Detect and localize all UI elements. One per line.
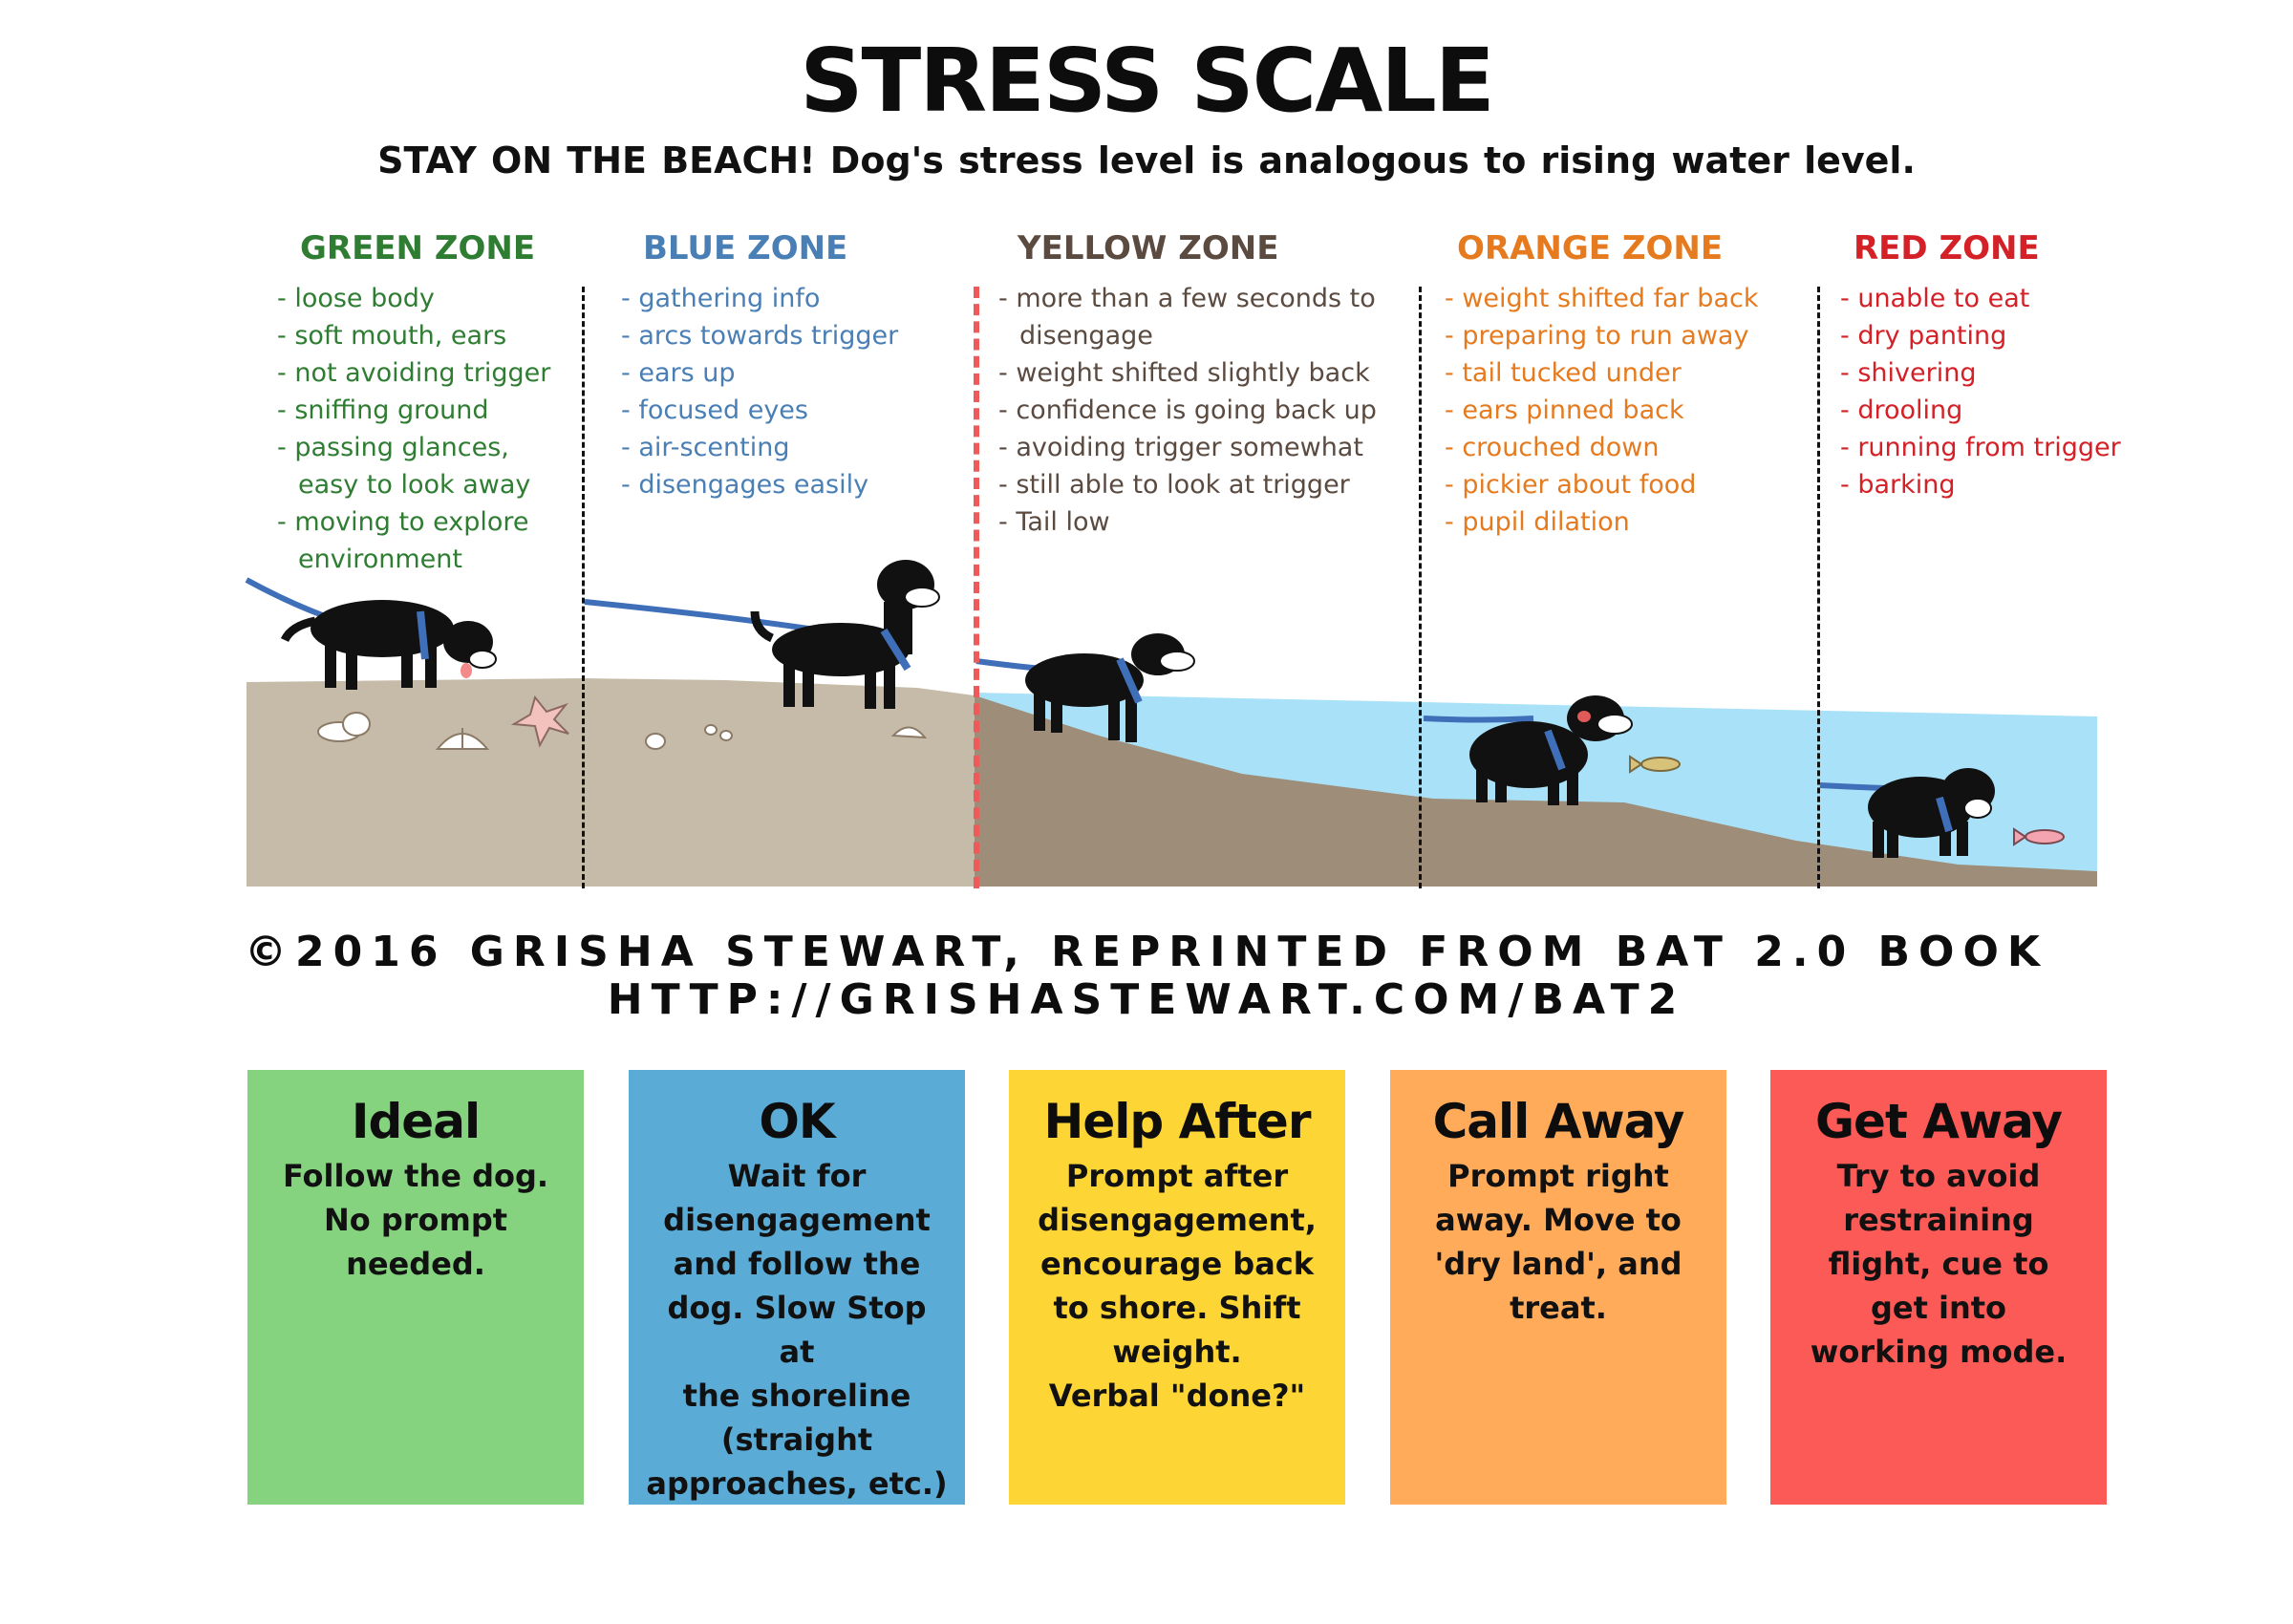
list-item: loose body xyxy=(277,280,573,317)
card-call-away: Call Away Prompt right away. Move to 'dr… xyxy=(1390,1070,1726,1505)
card-title: OK xyxy=(759,1094,835,1149)
list-item: shivering xyxy=(1840,354,2165,392)
list-item: pickier about food xyxy=(1445,466,1808,503)
fish-icon-red xyxy=(2013,827,2065,846)
card-ideal: Ideal Follow the dog. No prompt needed. xyxy=(247,1070,584,1505)
page-title: STRESS SCALE xyxy=(800,30,1495,132)
zone-title-green: GREEN ZONE xyxy=(300,229,536,267)
dog-icon-orange xyxy=(1469,695,1633,805)
dog-icon-green xyxy=(280,600,497,690)
zone-title-orange: ORANGE ZONE xyxy=(1457,229,1724,267)
card-title: Get Away xyxy=(1815,1094,2063,1149)
list-item: confidence is going back up xyxy=(998,392,1409,429)
divider-green-blue xyxy=(582,287,585,888)
list-item: weight shifted far back xyxy=(1445,280,1808,317)
list-item: preparing to run away xyxy=(1445,317,1808,354)
list-item: ears up xyxy=(621,354,946,392)
list-item: dry panting xyxy=(1840,317,2165,354)
zone-title-red: RED ZONE xyxy=(1854,229,2040,267)
divider-yellow-orange xyxy=(1419,287,1422,888)
list-item: barking xyxy=(1840,466,2165,503)
card-help-after: Help After Prompt after disengagement, e… xyxy=(1009,1070,1345,1505)
list-item: running from trigger xyxy=(1840,429,2165,466)
sand-light-area xyxy=(246,678,975,887)
list-item: drooling xyxy=(1840,392,2165,429)
pebbles-icon xyxy=(645,724,928,750)
card-text: Try to avoid restraining flight, cue to … xyxy=(1810,1157,2068,1370)
list-item: arcs towards trigger xyxy=(621,317,946,354)
leash-orange xyxy=(1423,716,1534,723)
sand-dark-area xyxy=(975,695,2097,887)
credit-url: HTTP://GRISHASTEWART.COM/BAT2 xyxy=(607,975,1686,1024)
list-item: passing glances, easy to look away xyxy=(277,429,573,503)
card-text: Prompt after disengagement, encourage ba… xyxy=(1038,1157,1317,1414)
list-item: weight shifted slightly back xyxy=(998,354,1409,392)
card-title: Ideal xyxy=(351,1094,481,1149)
list-item: disengages easily xyxy=(621,466,946,503)
list-item: ears pinned back xyxy=(1445,392,1808,429)
card-title: Call Away xyxy=(1432,1094,1685,1149)
card-get-away: Get Away Try to avoid restraining flight… xyxy=(1770,1070,2107,1505)
page-subtitle: STAY ON THE BEACH! Dog's stress level is… xyxy=(377,139,1916,182)
copyright-credit: ©2016 GRISHA STEWART, REPRINTED FROM BAT… xyxy=(245,928,2048,976)
list-item: avoiding trigger somewhat xyxy=(998,429,1409,466)
list-item: gathering info xyxy=(621,280,946,317)
card-ok: OK Wait for disengagement and follow the… xyxy=(629,1070,965,1505)
zone-list-red: unable to eat dry panting shivering droo… xyxy=(1840,280,2165,503)
zone-title-blue: BLUE ZONE xyxy=(643,229,848,267)
seashell-icon xyxy=(317,712,371,742)
list-item: tail tucked under xyxy=(1445,354,1808,392)
list-item: still able to look at trigger xyxy=(998,466,1409,503)
card-text: Prompt right away. Move to 'dry land', a… xyxy=(1434,1157,1682,1326)
zone-list-green: loose body soft mouth, ears not avoiding… xyxy=(277,280,573,578)
zone-list-orange: weight shifted far back preparing to run… xyxy=(1445,280,1808,541)
divider-orange-red xyxy=(1817,287,1820,888)
list-item: unable to eat xyxy=(1840,280,2165,317)
dog-icon-yellow xyxy=(1025,633,1195,742)
list-item: sniffing ground xyxy=(277,392,573,429)
zone-list-blue: gathering info arcs towards trigger ears… xyxy=(621,280,946,503)
zone-list-yellow: more than a few seconds to disengage wei… xyxy=(998,280,1409,541)
list-item: focused eyes xyxy=(621,392,946,429)
list-item: pupil dilation xyxy=(1445,503,1808,541)
list-item: Tail low xyxy=(998,503,1409,541)
list-item: soft mouth, ears xyxy=(277,317,573,354)
starfish-icon xyxy=(510,694,569,748)
card-title: Help After xyxy=(1043,1094,1311,1149)
fish-icon-orange xyxy=(1629,755,1681,774)
clam-shell-icon xyxy=(435,728,490,750)
dog-icon-red xyxy=(1868,768,1995,858)
dog-icon-blue xyxy=(750,560,940,709)
card-text: Follow the dog. No prompt needed. xyxy=(282,1157,549,1282)
list-item: not avoiding trigger xyxy=(277,354,573,392)
divider-blue-yellow xyxy=(974,287,979,888)
list-item: air-scenting xyxy=(621,429,946,466)
list-item: crouched down xyxy=(1445,429,1808,466)
card-text: Wait for disengagement and follow the do… xyxy=(646,1157,948,1502)
zone-title-yellow: YELLOW ZONE xyxy=(1018,229,1279,267)
list-item: more than a few seconds to disengage xyxy=(998,280,1409,354)
list-item: moving to explore environment xyxy=(277,503,573,578)
